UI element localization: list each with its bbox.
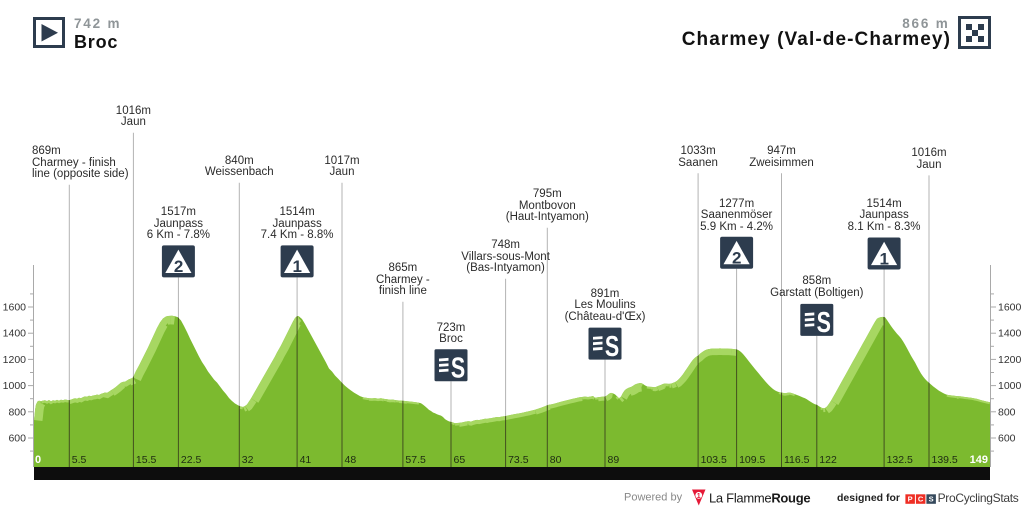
svg-text:109.5: 109.5 bbox=[739, 454, 765, 466]
svg-text:15.5: 15.5 bbox=[136, 454, 157, 466]
svg-text:600: 600 bbox=[998, 433, 1016, 445]
svg-text:73.5: 73.5 bbox=[508, 454, 529, 466]
svg-text:149: 149 bbox=[970, 454, 988, 466]
svg-text:139.5: 139.5 bbox=[932, 454, 958, 466]
svg-text:1000: 1000 bbox=[998, 380, 1022, 392]
svg-text:800: 800 bbox=[8, 406, 26, 418]
svg-text:89: 89 bbox=[608, 454, 620, 466]
svg-text:1: 1 bbox=[880, 249, 889, 268]
svg-text:2: 2 bbox=[732, 249, 741, 268]
svg-text:C: C bbox=[918, 495, 924, 504]
svg-text:1: 1 bbox=[697, 493, 701, 500]
svg-text:S: S bbox=[929, 495, 934, 504]
svg-text:103.5: 103.5 bbox=[701, 454, 727, 466]
svg-text:22.5: 22.5 bbox=[181, 454, 202, 466]
svg-text:800: 800 bbox=[998, 406, 1016, 418]
svg-text:S: S bbox=[817, 307, 831, 339]
svg-text:S: S bbox=[451, 352, 465, 384]
svg-text:S: S bbox=[605, 331, 619, 363]
svg-text:1400: 1400 bbox=[3, 328, 27, 340]
svg-text:0: 0 bbox=[35, 454, 41, 466]
svg-text:1600: 1600 bbox=[998, 302, 1022, 314]
svg-text:41: 41 bbox=[300, 454, 312, 466]
svg-text:P: P bbox=[908, 495, 913, 504]
svg-text:Powered by: Powered by bbox=[624, 492, 683, 504]
svg-text:ProCyclingStats: ProCyclingStats bbox=[938, 491, 1019, 505]
svg-text:600: 600 bbox=[8, 433, 26, 445]
svg-text:57.5: 57.5 bbox=[405, 454, 426, 466]
svg-text:48: 48 bbox=[345, 454, 357, 466]
svg-text:2: 2 bbox=[174, 257, 183, 276]
svg-text:designed for: designed for bbox=[837, 492, 900, 504]
svg-text:1600: 1600 bbox=[3, 302, 27, 314]
svg-text:La FlammeRouge: La FlammeRouge bbox=[709, 491, 810, 506]
svg-text:132.5: 132.5 bbox=[887, 454, 913, 466]
svg-text:80: 80 bbox=[550, 454, 562, 466]
svg-text:1200: 1200 bbox=[998, 354, 1022, 366]
svg-text:32: 32 bbox=[242, 454, 254, 466]
svg-text:1400: 1400 bbox=[998, 328, 1022, 340]
svg-text:65: 65 bbox=[454, 454, 466, 466]
svg-text:116.5: 116.5 bbox=[784, 454, 810, 466]
svg-text:1000: 1000 bbox=[3, 380, 27, 392]
svg-text:5.5: 5.5 bbox=[72, 454, 87, 466]
svg-text:122: 122 bbox=[819, 454, 837, 466]
svg-text:1: 1 bbox=[293, 257, 302, 276]
svg-text:1200: 1200 bbox=[3, 354, 27, 366]
